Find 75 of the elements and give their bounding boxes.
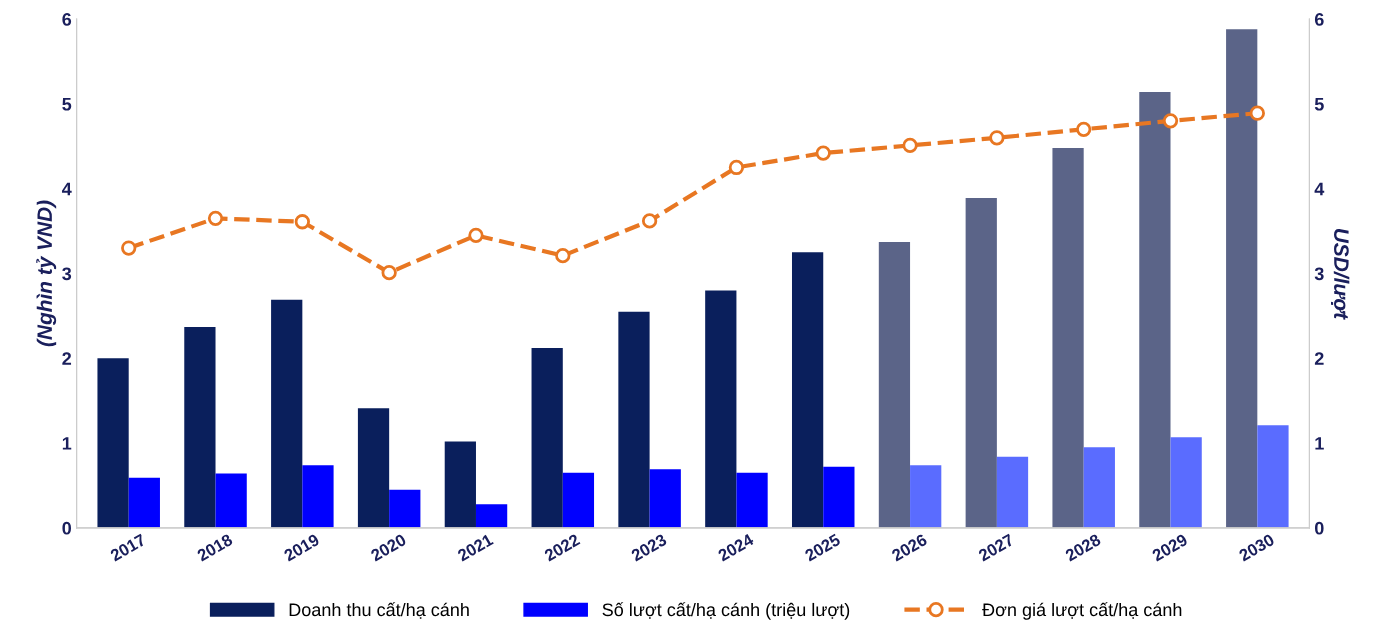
point [815,145,831,161]
bar [736,472,768,528]
bar [1257,425,1289,528]
legend-label: Doanh thu cất/hạ cánh [289,602,469,619]
bar [1170,437,1202,528]
legend-label: Số lượt cất/hạ cánh (triệu lượt) [602,602,850,620]
y2-tick-label: 1 [1315,437,1324,450]
bar [705,290,737,528]
point [1076,121,1092,137]
bar [1226,29,1258,528]
bar [965,198,997,528]
point [989,130,1005,146]
bar [302,465,334,528]
y-tick-label: 3 [62,267,72,281]
x-tick-label: 2020 [369,533,407,562]
y2-tick-label: 3 [1314,267,1324,281]
point [728,159,745,176]
point [468,227,484,243]
x-tick-label: 2028 [1064,533,1102,562]
point [294,214,310,230]
bar [910,465,942,528]
x-tick-label: 2017 [109,533,147,562]
point [381,264,397,281]
x-tick-label: 2025 [804,533,842,562]
bar [1083,447,1115,528]
y-tick-label: 6 [62,13,72,26]
bar [97,358,129,528]
x-tick-label: 2024 [717,533,755,562]
x-tick-label: 2018 [196,533,234,562]
x-tick-label: 2019 [283,533,321,562]
bar [357,408,390,528]
bar [562,472,595,528]
x-tick-label: 2021 [456,533,494,562]
bar [1139,92,1171,528]
x-tick-label: 2022 [543,533,581,562]
y2-tick-label: 0 [1314,521,1324,535]
bar [823,466,855,528]
point [641,213,658,229]
x-tick-label: 2029 [1151,533,1189,562]
bar [878,242,911,528]
bar [444,441,476,528]
y2-tick-label: 5 [1314,98,1324,111]
point [207,210,224,226]
y-tick-label: 0 [62,521,72,535]
x-tick-label: 2023 [630,533,668,562]
bar [996,456,1029,528]
y-tick-label: 5 [62,98,72,111]
x-tick-label: 2030 [1238,533,1276,562]
point [1162,113,1179,129]
y-tick-label: 4 [61,182,72,196]
bar [649,469,681,528]
point [121,240,137,256]
bar [128,477,160,528]
bar [531,348,563,528]
y2-tick-label: 6 [1314,13,1324,26]
y2-tick-label: 2 [1314,352,1324,365]
bar [475,504,508,528]
y2-axis-title: USD/lượt [1330,229,1350,320]
x-tick-label: 2027 [977,533,1015,562]
point [1249,105,1265,121]
y-axis-title: (Nghìn tỷ VND) [36,200,57,347]
bar [271,299,303,528]
y-tick-label: 2 [62,352,72,365]
bar [389,489,421,528]
bar [791,252,824,528]
point [555,248,571,264]
bar [184,326,216,528]
y2-tick-label: 4 [1314,182,1325,196]
bar [618,311,650,528]
bar [215,473,247,528]
bar [1052,147,1084,528]
y-tick-label: 1 [62,437,72,450]
x-tick-label: 2026 [890,533,928,562]
point [902,137,918,154]
legend-label: Đơn giá lượt cất/hạ cánh [982,602,1182,620]
